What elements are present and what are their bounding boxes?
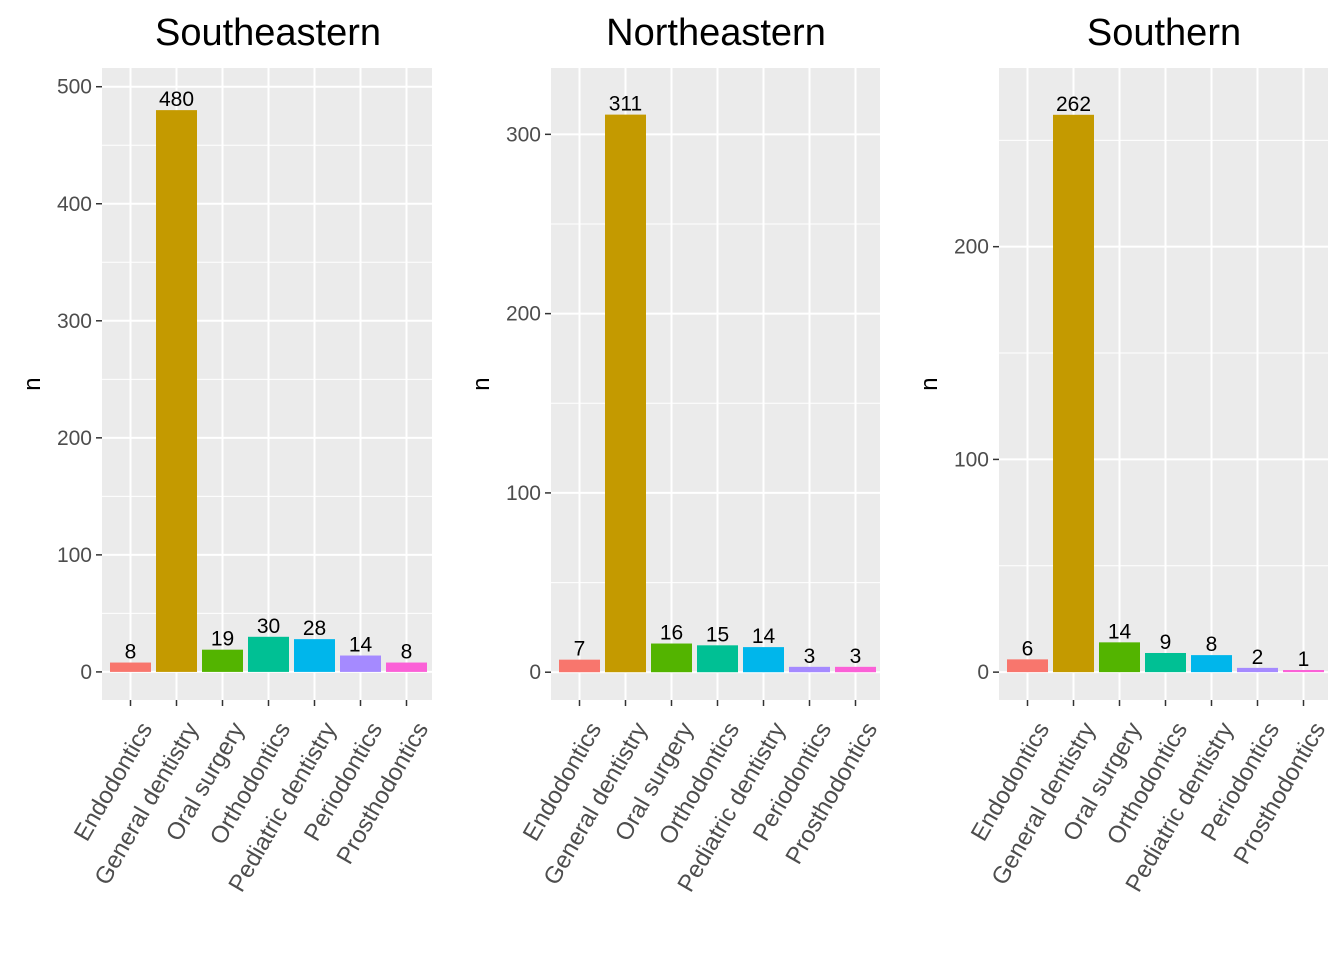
data-label: 262 [1056,93,1091,116]
bar-general-dentistry [605,114,646,673]
data-label: 3 [804,645,816,668]
bar-pediatric-dentistry [1191,655,1232,673]
y-tick-label: 0 [529,661,541,684]
panel-title: Southern [1087,12,1241,54]
bar-periodontics [789,666,830,673]
bar-endodontics [559,659,600,673]
y-tick-label: 100 [954,448,989,471]
panel-background [102,68,432,700]
data-label: 6 [1022,637,1034,660]
data-label: 14 [752,625,776,648]
data-label: 1 [1298,648,1310,671]
y-tick-label: 0 [80,661,92,684]
y-tick-label: 500 [57,76,92,99]
y-tick-label: 200 [954,236,989,259]
data-label: 8 [401,641,413,664]
panel-title: Southeastern [155,12,381,54]
data-label: 16 [660,622,683,645]
bar-pediatric-dentistry [294,639,335,672]
y-tick-label: 100 [506,482,541,505]
data-label: 480 [159,88,194,111]
data-label: 19 [211,628,234,651]
data-label: 14 [349,634,373,657]
bar-periodontics [1237,667,1278,673]
data-label: 15 [706,623,729,646]
y-tick-label: 0 [977,661,989,684]
bar-oral-surgery [1099,642,1140,673]
bar-periodontics [340,655,381,672]
bar-oral-surgery [651,643,692,673]
y-tick-label: 200 [506,303,541,326]
data-label: 7 [574,638,586,661]
bar-prosthodontics [1283,670,1324,673]
data-label: 9 [1160,631,1172,654]
data-label: 30 [257,615,280,638]
bar-prosthodontics [386,662,427,672]
bar-orthodontics [1145,652,1186,673]
y-tick-label: 300 [57,310,92,333]
bar-orthodontics [248,636,289,672]
bar-pediatric-dentistry [743,647,784,673]
data-label: 8 [1206,633,1218,656]
y-tick-label: 100 [57,544,92,567]
y-axis-label: n [916,377,943,390]
panel-background [551,68,880,700]
y-tick-label: 400 [57,193,92,216]
y-axis-label: n [19,377,46,390]
panel-title: Northeastern [606,12,826,54]
bar-endodontics [1007,659,1048,673]
bar-endodontics [110,662,151,672]
bar-oral-surgery [202,649,243,672]
data-label: 2 [1252,646,1264,669]
bar-orthodontics [697,645,738,673]
data-label: 8 [125,641,137,664]
y-tick-label: 200 [57,427,92,450]
data-label: 3 [850,645,862,668]
y-tick-label: 300 [506,123,541,146]
bar-general-dentistry [1053,114,1094,673]
data-label: 14 [1108,620,1132,643]
data-label: 28 [303,617,326,640]
data-label: 311 [609,93,642,116]
bar-prosthodontics [835,666,876,673]
panel-background [999,68,1328,700]
bar-general-dentistry [156,110,197,672]
y-axis-label: n [468,377,495,390]
